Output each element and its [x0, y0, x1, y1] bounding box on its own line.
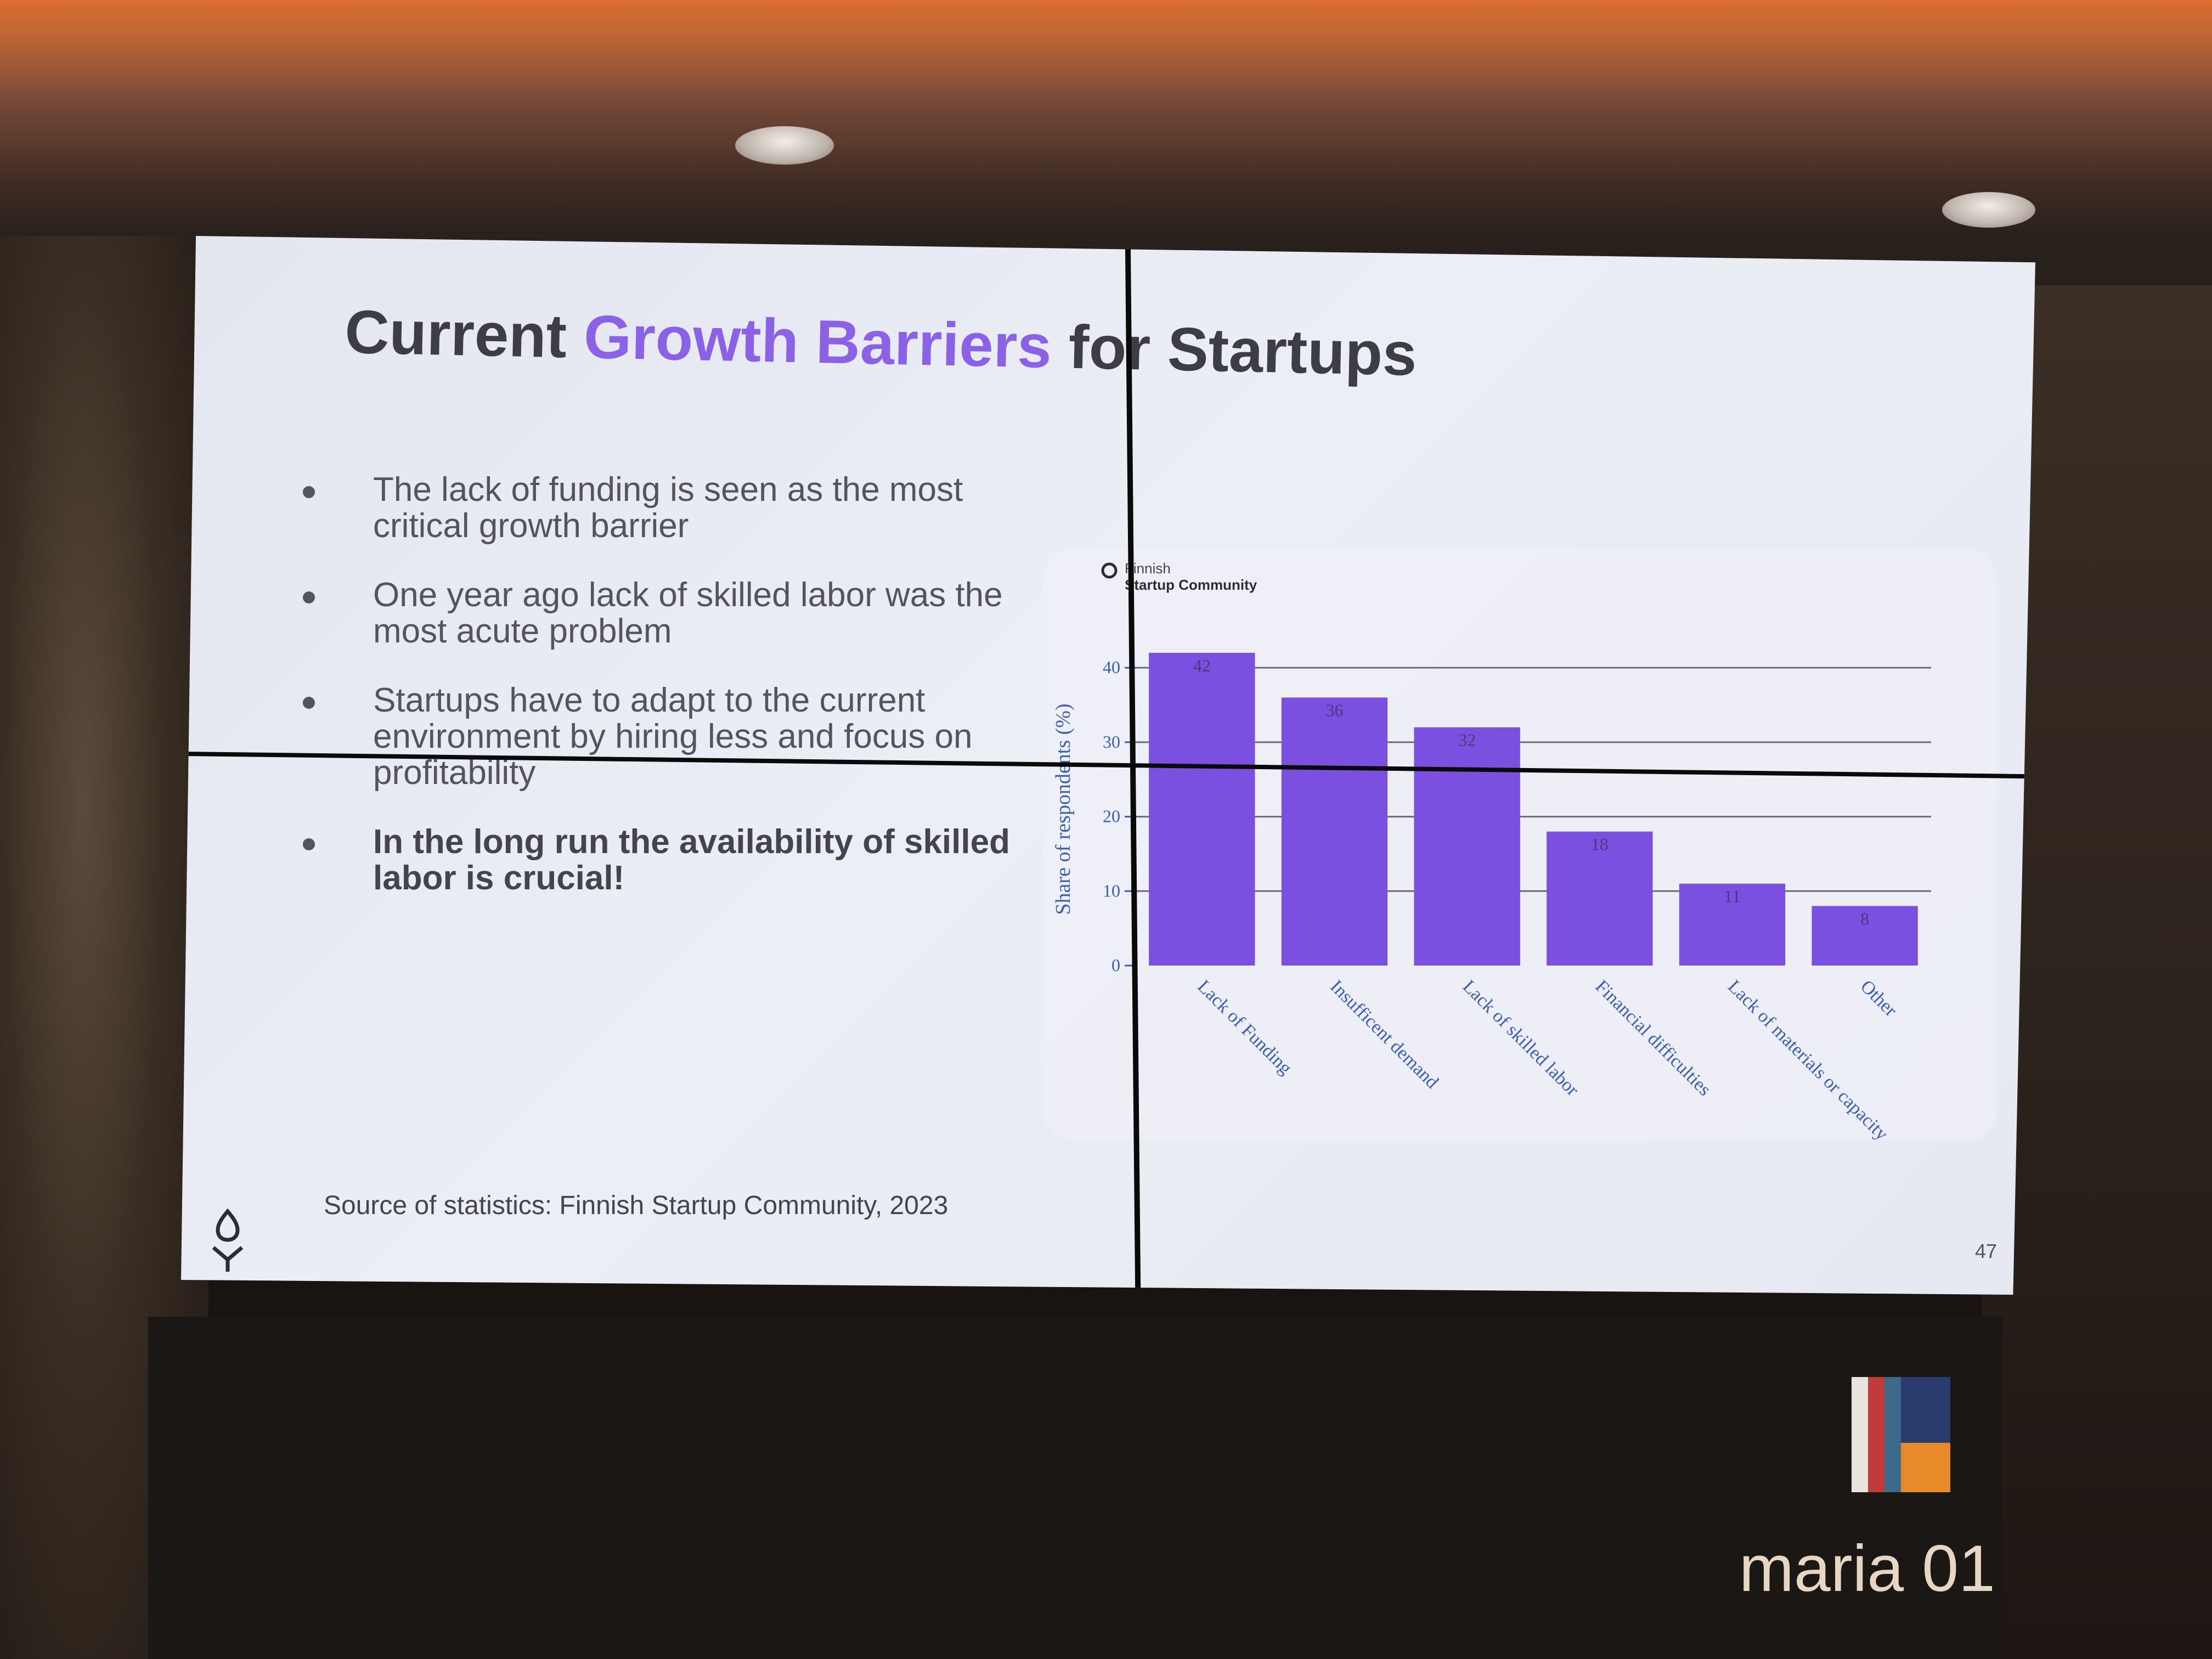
bar-1 — [1281, 697, 1388, 966]
bullet-item: Startups have to adapt to the current en… — [291, 682, 1059, 791]
page-number: 47 — [1975, 1240, 1997, 1262]
x-tick-label: Lack of Funding — [1194, 976, 1296, 1078]
bar-value-label: 32 — [1458, 730, 1476, 750]
x-tick-label: Insufficent demand — [1326, 976, 1442, 1092]
chart-brand-line2: Startup Community — [1125, 577, 1257, 593]
y-tick-label: 40 — [1103, 657, 1120, 677]
bullet-list: The lack of funding is seen as the most … — [291, 472, 1059, 929]
bullet-item-emphasis: In the long run the availability of skil… — [291, 824, 1059, 896]
bar-4 — [1679, 883, 1786, 966]
ceiling-light-left — [735, 126, 834, 165]
title-accent: Growth Barriers — [583, 302, 1052, 381]
y-tick-label: 0 — [1111, 955, 1120, 975]
y-tick-label: 10 — [1103, 881, 1120, 900]
slide-title: Current Growth Barriers for Startups — [344, 296, 1417, 390]
x-tick-label: Lack of materials or capacity — [1724, 976, 1892, 1141]
source-note: Source of statistics: Finnish Startup Co… — [324, 1191, 949, 1220]
bar-0 — [1149, 653, 1255, 966]
bar-3 — [1547, 831, 1653, 966]
title-suffix: for Startups — [1068, 312, 1418, 388]
title-prefix: Current — [344, 297, 568, 371]
chart-card: Finnish Startup Community 0 10 20 30 40 Share o… — [1042, 549, 1997, 1141]
bar-value-label: 42 — [1193, 656, 1211, 675]
x-tick-label: Financial difficulties — [1592, 976, 1715, 1099]
video-wall-screen: Current Growth Barriers for Startups The… — [181, 236, 2035, 1295]
y-tick-label: 20 — [1103, 806, 1120, 826]
chart-brand-logo-icon — [1101, 562, 1118, 579]
bullet-item: One year ago lack of skilled labor was t… — [291, 577, 1059, 650]
bar-5 — [1812, 906, 1918, 966]
y-tick-label: 30 — [1103, 732, 1120, 752]
ceiling-light-right — [1942, 192, 2035, 228]
x-tick-label: Lack of skilled labor — [1459, 976, 1583, 1100]
screen-stand — [148, 1317, 2002, 1659]
y-axis-label: Share of respondents (%) — [1052, 703, 1075, 915]
startup-community-logo-icon — [212, 1208, 244, 1272]
bar-value-label: 36 — [1326, 700, 1344, 720]
x-tick-label: Other — [1857, 976, 1901, 1020]
ceiling-glow — [0, 0, 2212, 181]
bar-value-label: 8 — [1860, 909, 1869, 928]
bar-value-label: 18 — [1591, 834, 1609, 854]
bar-value-label: 11 — [1724, 887, 1741, 906]
room-sign-logo — [1852, 1377, 1950, 1492]
bullet-item: The lack of funding is seen as the most … — [291, 472, 1059, 544]
room-name-sign: maria 01 — [1739, 1532, 1995, 1605]
presentation-slide: Current Growth Barriers for Startups The… — [181, 236, 2035, 1295]
bar-2 — [1414, 727, 1520, 966]
